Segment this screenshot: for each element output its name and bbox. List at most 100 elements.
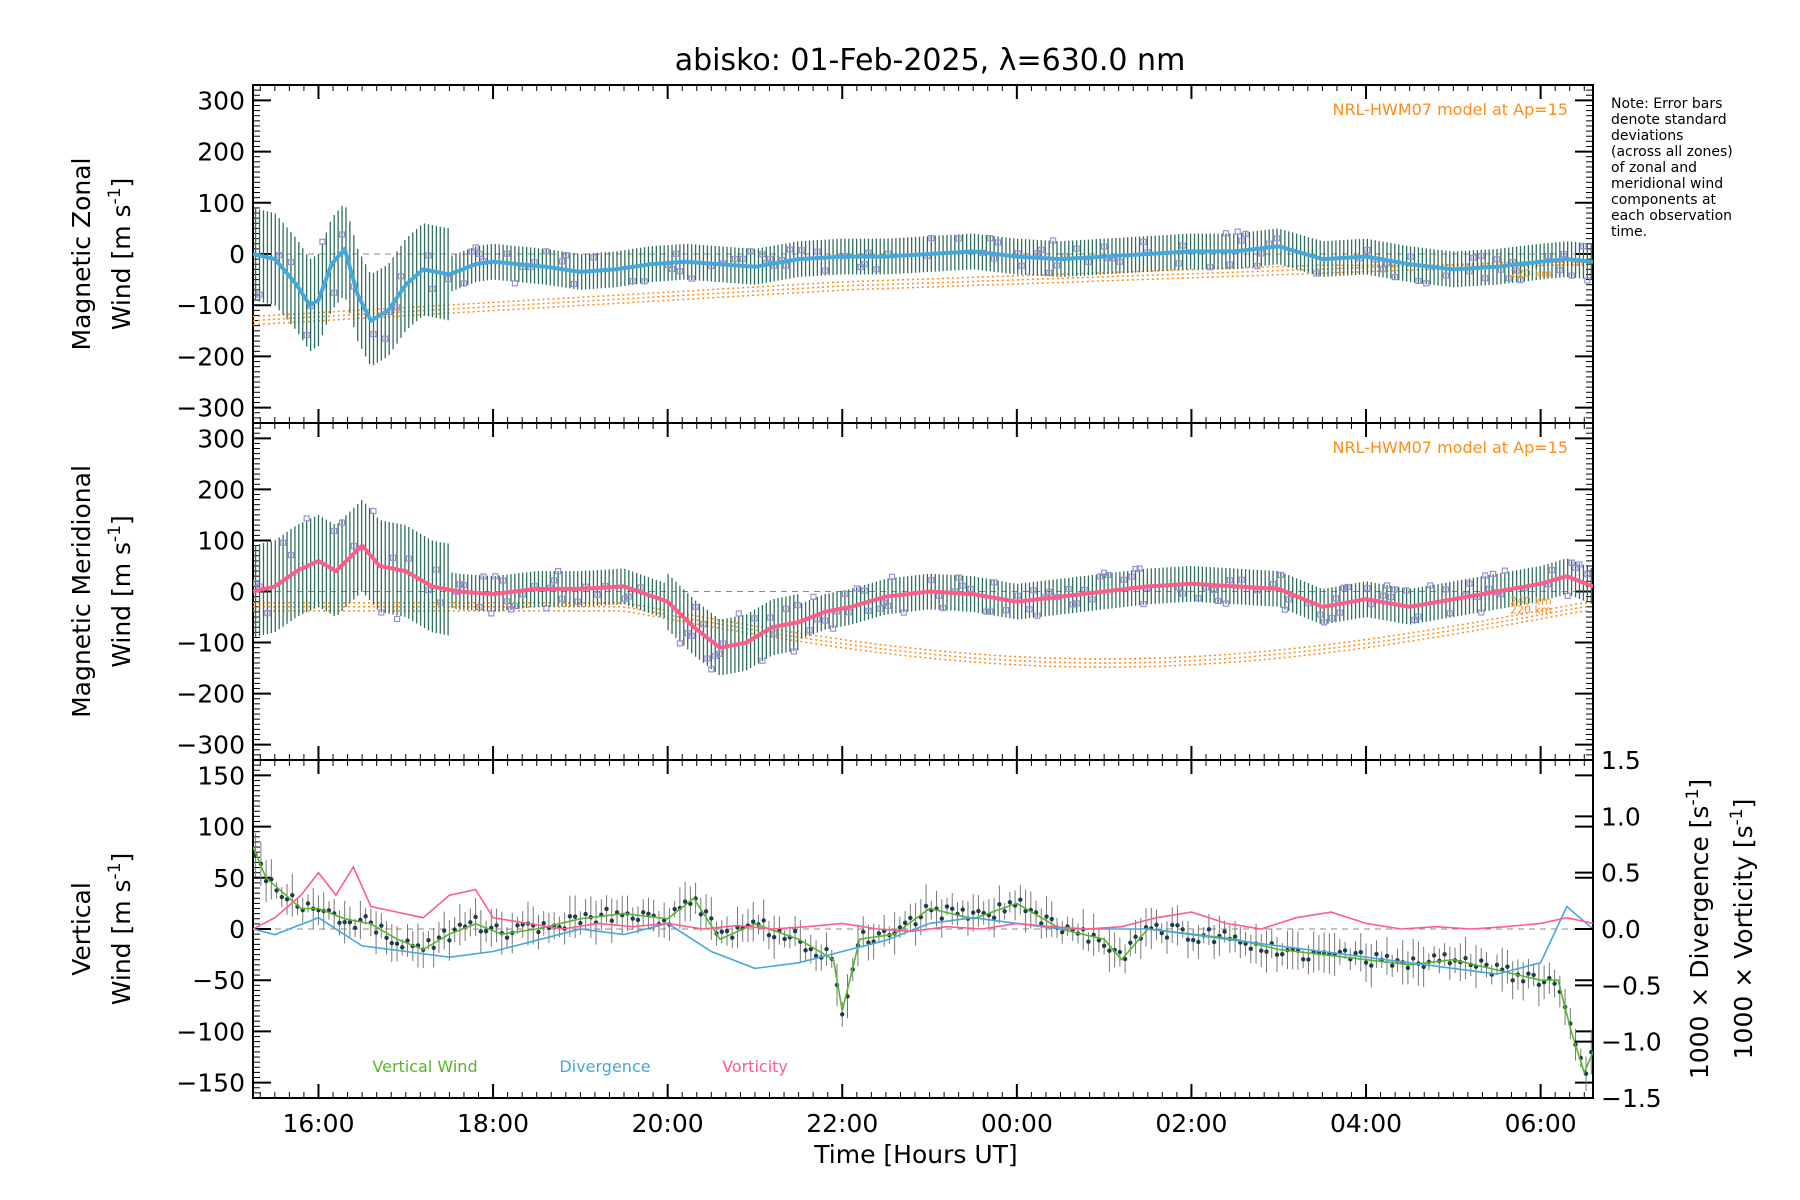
vertical-wind-point — [813, 953, 819, 958]
note-line: (across all zones) — [1611, 144, 1733, 160]
zone-point — [256, 291, 263, 298]
y-tick-label: −150 — [176, 1069, 245, 1098]
zone-point — [1584, 571, 1591, 578]
zone-point — [405, 555, 412, 562]
zone-point — [625, 593, 632, 600]
zone-point — [390, 554, 397, 561]
zone-point — [1364, 585, 1371, 592]
legend-item: Divergence — [559, 1057, 650, 1076]
zone-point — [397, 273, 405, 280]
vertical-wind-point — [1520, 979, 1526, 984]
vertical-wind-point — [1196, 939, 1201, 945]
panels-layer: 300 200 100 0 −100 −200 −300 NRL-HWM07 model at… — [67, 84, 1758, 1138]
zone-point — [771, 630, 778, 637]
zone-point — [987, 608, 994, 615]
zone-point — [939, 604, 947, 612]
y-axis-label: Vertical — [67, 882, 96, 976]
vertical-wind-point — [1369, 963, 1374, 968]
zone-point — [370, 330, 377, 338]
zone-point — [1466, 580, 1473, 587]
zone-point — [1336, 609, 1343, 616]
zone-point — [1014, 592, 1021, 599]
vertical-wind-point — [1547, 975, 1552, 981]
zone-point — [1313, 270, 1320, 277]
vertical-wind-point — [347, 919, 353, 925]
zone-point — [987, 235, 994, 242]
zone-point — [1195, 595, 1202, 602]
vertical-wind-point — [583, 911, 588, 917]
vertical-wind-point — [1086, 939, 1091, 944]
vertical-wind-point — [1541, 980, 1547, 985]
y-tick-label: 100 — [197, 189, 245, 218]
vertical-wind-point — [1384, 953, 1390, 959]
zone-point — [735, 610, 742, 617]
y-tick-label: −200 — [176, 680, 245, 709]
vertical-wind-point — [908, 915, 913, 921]
y-axis-unit: Wind [m s-1] — [105, 853, 136, 1006]
vertical-wind-point — [1096, 938, 1102, 943]
zone-point — [1321, 619, 1328, 626]
vertical-wind-point — [997, 902, 1002, 907]
model-curve — [253, 610, 1589, 668]
zone-point — [1505, 275, 1512, 282]
altitude-label: 220 km — [1510, 267, 1552, 280]
y-tick-label: −100 — [176, 1017, 245, 1046]
model-curve — [253, 606, 1589, 664]
zone-point — [1207, 264, 1214, 271]
vertical-wind-point — [1175, 923, 1180, 928]
zone-point — [747, 248, 754, 255]
zone-point — [276, 252, 283, 259]
zone-point — [1446, 610, 1453, 617]
zone-point — [558, 595, 566, 602]
zone-point — [562, 252, 570, 259]
vertical-wind-point — [1510, 978, 1515, 983]
zone-point — [1132, 565, 1139, 573]
vertical-wind-point — [703, 909, 709, 914]
zone-point — [287, 259, 295, 266]
zone-point — [1328, 615, 1336, 622]
vertical-wind-point — [719, 929, 724, 934]
zone-point — [338, 519, 346, 526]
vertical-wind-point — [1248, 946, 1253, 952]
zone-point — [1065, 585, 1072, 593]
legend-item: Vorticity — [722, 1057, 788, 1076]
vertical-wind-point — [1159, 930, 1164, 936]
zone-point — [716, 650, 723, 657]
panel-vertical: 150 100 50 0 −50 −100 −150 16:00 18:00 20:00 22:00… — [67, 746, 1758, 1138]
vertical-wind-point — [1264, 949, 1269, 954]
zone-point — [1018, 262, 1025, 269]
zone-point — [350, 542, 357, 549]
vertical-wind-point — [1484, 962, 1489, 968]
zone-point — [1281, 606, 1288, 613]
zone-point — [1493, 256, 1501, 263]
vertical-wind-point — [447, 938, 452, 943]
zone-point — [1269, 580, 1277, 588]
vertical-wind-point — [1531, 972, 1536, 978]
zone-point — [1482, 572, 1489, 579]
y-axis-unit: Wind [m s-1] — [105, 178, 136, 331]
zone-point — [551, 577, 558, 584]
vertical-wind-point — [1479, 958, 1484, 963]
zone-point — [1364, 246, 1371, 254]
zone-point — [1423, 280, 1430, 287]
zone-point — [806, 627, 813, 634]
vertical-wind-point — [1410, 956, 1416, 961]
vertical-wind-point — [808, 947, 814, 952]
vertical-wind-point — [766, 932, 772, 938]
zone-point — [590, 254, 597, 261]
note-line: of zonal and — [1611, 160, 1697, 176]
zone-point — [1584, 277, 1591, 284]
zone-point — [433, 566, 440, 573]
y-axis-unit: Wind [m s-1] — [105, 515, 136, 668]
zone-point — [782, 605, 790, 612]
y-tick-label: −100 — [176, 629, 245, 658]
zone-point — [1560, 251, 1567, 258]
vertical-wind-point — [389, 940, 395, 946]
vertical-wind-point — [379, 923, 384, 928]
zone-point — [1391, 274, 1398, 281]
zone-point — [1478, 252, 1485, 260]
right-y-tick-label: 0.0 — [1601, 915, 1641, 944]
vertical-wind-point — [1206, 927, 1212, 932]
vertical-wind-point — [431, 945, 436, 951]
vertical-wind-point — [1164, 935, 1170, 940]
